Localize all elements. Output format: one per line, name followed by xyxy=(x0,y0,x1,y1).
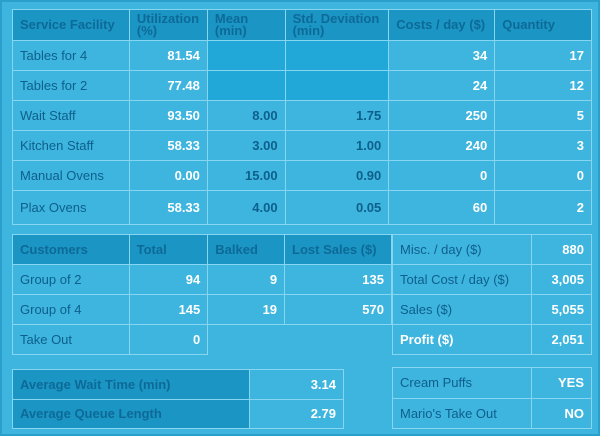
quantity[interactable]: 2 xyxy=(494,190,592,225)
sales-value: 5,055 xyxy=(531,294,592,325)
facility-name: Kitchen Staff xyxy=(12,130,130,161)
table-row: Plax Ovens 58.33 4.00 0.05 60 2 xyxy=(12,190,592,225)
mean xyxy=(206,70,286,101)
std-deviation[interactable]: 0.90 xyxy=(284,160,390,191)
header-balked: Balked xyxy=(207,234,286,265)
marios-take-out-toggle[interactable]: NO xyxy=(531,397,592,429)
marios-take-out-label: Mario's Take Out xyxy=(391,397,533,429)
table-row: Total Cost / day ($) 3,005 xyxy=(391,264,592,295)
options-table: Cream Puffs YES Mario's Take Out NO xyxy=(391,367,592,429)
mean xyxy=(206,40,286,71)
avg-wait-time-label: Average Wait Time (min) xyxy=(11,369,251,400)
lost-sales: 135 xyxy=(284,264,392,295)
mean[interactable]: 8.00 xyxy=(206,100,286,131)
total: 145 xyxy=(128,294,209,325)
table-row: Sales ($) 5,055 xyxy=(391,294,592,325)
table-row: Kitchen Staff 58.33 3.00 1.00 240 3 xyxy=(12,130,592,161)
cost: 0 xyxy=(388,160,496,191)
table-row: Misc. / day ($) 880 xyxy=(391,234,592,265)
averages-table: Average Wait Time (min) 3.14 Average Queu… xyxy=(11,369,344,429)
total-cost-label: Total Cost / day ($) xyxy=(391,264,533,295)
facility-name: Tables for 2 xyxy=(12,70,130,101)
quantity[interactable]: 3 xyxy=(494,130,592,161)
std-deviation[interactable]: 0.05 xyxy=(284,190,390,225)
utilization: 77.48 xyxy=(128,70,208,101)
table-row: Group of 2 94 9 135 xyxy=(12,264,392,295)
service-facility-table: Service Facility Utilization (%) Mean (m… xyxy=(12,9,592,225)
quantity[interactable]: 17 xyxy=(494,40,592,71)
cream-puffs-toggle[interactable]: YES xyxy=(531,367,592,399)
cost: 34 xyxy=(388,40,496,71)
quantity[interactable]: 5 xyxy=(494,100,592,131)
facility-name: Manual Ovens xyxy=(12,160,130,191)
table-row: Manual Ovens 0.00 15.00 0.90 0 0 xyxy=(12,160,592,191)
header-std-deviation: Std. Deviation (min) xyxy=(284,9,390,41)
table-row: Profit ($) 2,051 xyxy=(391,324,592,355)
mean[interactable]: 4.00 xyxy=(206,190,286,225)
header-total: Total xyxy=(128,234,209,265)
quantity[interactable]: 12 xyxy=(494,70,592,101)
utilization: 0.00 xyxy=(128,160,208,191)
financials-table: Misc. / day ($) 880 Total Cost / day ($) 3… xyxy=(391,234,592,355)
header-service-facility: Service Facility xyxy=(12,9,130,41)
customers-table: Customers Total Balked Lost Sales ($) Gr… xyxy=(12,234,392,355)
lost-sales: 570 xyxy=(284,294,392,325)
facility-name: Wait Staff xyxy=(12,100,130,131)
cost: 250 xyxy=(388,100,496,131)
header-costs-day: Costs / day ($) xyxy=(388,9,496,41)
customer-group: Group of 4 xyxy=(12,294,130,325)
utilization: 58.33 xyxy=(128,190,208,225)
utilization: 58.33 xyxy=(128,130,208,161)
avg-wait-time-value: 3.14 xyxy=(249,369,344,400)
sales-label: Sales ($) xyxy=(391,294,533,325)
header-quantity: Quantity xyxy=(494,9,592,41)
table-row: Tables for 2 77.48 24 12 xyxy=(12,70,592,101)
table-row: Tables for 4 81.54 34 17 xyxy=(12,40,592,71)
header-mean: Mean (min) xyxy=(206,9,286,41)
table-row: Average Queue Length 2.79 xyxy=(11,398,344,429)
quantity[interactable]: 0 xyxy=(494,160,592,191)
avg-queue-length-value: 2.79 xyxy=(249,398,344,429)
total: 0 xyxy=(128,324,209,355)
balked: 19 xyxy=(207,294,286,325)
profit-label: Profit ($) xyxy=(391,324,533,355)
facility-name: Plax Ovens xyxy=(12,190,130,225)
std-deviation[interactable]: 1.75 xyxy=(284,100,390,131)
header-customers: Customers xyxy=(12,234,130,265)
misc-day-value[interactable]: 880 xyxy=(531,234,592,265)
balked: 9 xyxy=(207,264,286,295)
mean[interactable]: 15.00 xyxy=(206,160,286,191)
cost: 240 xyxy=(388,130,496,161)
avg-queue-length-label: Average Queue Length xyxy=(11,398,251,429)
utilization: 81.54 xyxy=(128,40,208,71)
total: 94 xyxy=(128,264,209,295)
table-row: Cream Puffs YES xyxy=(391,367,592,399)
empty-cell xyxy=(208,325,392,355)
cost: 24 xyxy=(388,70,496,101)
table-row: Take Out 0 xyxy=(12,324,392,355)
std-deviation[interactable]: 1.00 xyxy=(284,130,390,161)
facility-name: Tables for 4 xyxy=(12,40,130,71)
header-utilization: Utilization (%) xyxy=(128,9,208,41)
customer-group: Group of 2 xyxy=(12,264,130,295)
total-cost-value: 3,005 xyxy=(531,264,592,295)
utilization: 93.50 xyxy=(128,100,208,131)
cream-puffs-label: Cream Puffs xyxy=(391,367,533,399)
std-deviation xyxy=(284,40,390,71)
table-row: Average Wait Time (min) 3.14 xyxy=(11,369,344,400)
table-row: Wait Staff 93.50 8.00 1.75 250 5 xyxy=(12,100,592,131)
misc-day-label: Misc. / day ($) xyxy=(391,234,533,265)
profit-value: 2,051 xyxy=(531,324,592,355)
cost: 60 xyxy=(388,190,496,225)
header-lost-sales: Lost Sales ($) xyxy=(284,234,392,265)
table-row: Group of 4 145 19 570 xyxy=(12,294,392,325)
table-row: Mario's Take Out NO xyxy=(391,397,592,429)
customer-group: Take Out xyxy=(12,324,130,355)
mean[interactable]: 3.00 xyxy=(206,130,286,161)
std-deviation xyxy=(284,70,390,101)
